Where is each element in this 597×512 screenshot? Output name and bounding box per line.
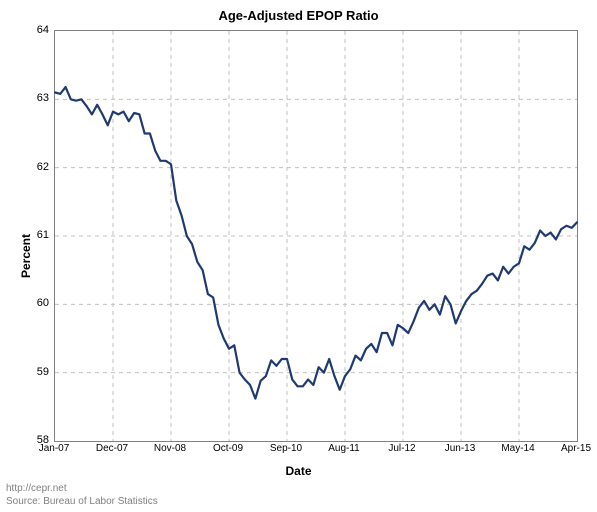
- ytick-label: 61: [9, 229, 49, 241]
- footer-source: Source: Bureau of Labor Statistics: [6, 496, 158, 509]
- xtick-label: May-14: [501, 443, 534, 454]
- ytick-label: 62: [9, 161, 49, 173]
- footer-attribution: http://cepr.net Source: Bureau of Labor …: [6, 483, 158, 508]
- footer-url: http://cepr.net: [6, 483, 158, 496]
- xtick-label: Oct-09: [213, 443, 243, 454]
- line-chart-svg: [55, 31, 577, 441]
- xtick-label: Jul-12: [388, 443, 415, 454]
- xtick-label: Sep-10: [270, 443, 302, 454]
- ytick-label: 59: [9, 366, 49, 378]
- ytick-label: 64: [9, 24, 49, 36]
- ytick-label: 63: [9, 92, 49, 104]
- xtick-label: Nov-08: [154, 443, 186, 454]
- x-axis-label: Date: [0, 464, 597, 478]
- xtick-label: Apr-15: [561, 443, 591, 454]
- xtick-label: Jun-13: [445, 443, 476, 454]
- plot-area: [54, 30, 578, 442]
- xtick-label: Aug-11: [328, 443, 360, 454]
- chart-title: Age-Adjusted EPOP Ratio: [0, 8, 597, 23]
- chart-container: Age-Adjusted EPOP Ratio Percent 58596061…: [0, 0, 597, 512]
- xtick-label: Dec-07: [96, 443, 128, 454]
- ytick-label: 60: [9, 297, 49, 309]
- xtick-label: Jan-07: [39, 443, 70, 454]
